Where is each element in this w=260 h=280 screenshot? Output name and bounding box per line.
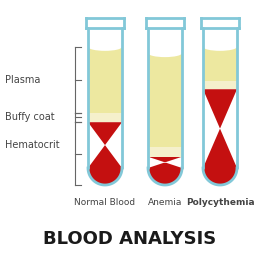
PathPatch shape bbox=[203, 28, 237, 185]
Ellipse shape bbox=[203, 43, 237, 51]
Bar bbox=[203, 47, 237, 81]
Text: Buffy coat: Buffy coat bbox=[5, 113, 55, 122]
Bar bbox=[88, 113, 122, 122]
Bar bbox=[88, 47, 122, 113]
PathPatch shape bbox=[148, 157, 182, 185]
Text: Polycythemia: Polycythemia bbox=[186, 198, 254, 207]
Text: Plasma: Plasma bbox=[5, 75, 40, 85]
Bar bbox=[203, 81, 237, 89]
PathPatch shape bbox=[148, 28, 182, 185]
Bar bbox=[148, 53, 182, 147]
PathPatch shape bbox=[88, 28, 122, 185]
Bar bbox=[148, 147, 182, 157]
PathPatch shape bbox=[88, 122, 122, 185]
Text: Normal Blood: Normal Blood bbox=[74, 198, 135, 207]
Text: Hematocrit: Hematocrit bbox=[5, 140, 60, 150]
Text: Anemia: Anemia bbox=[148, 198, 182, 207]
Text: BLOOD ANALYSIS: BLOOD ANALYSIS bbox=[43, 230, 217, 248]
Ellipse shape bbox=[148, 49, 182, 57]
PathPatch shape bbox=[203, 89, 237, 185]
Ellipse shape bbox=[88, 43, 122, 51]
